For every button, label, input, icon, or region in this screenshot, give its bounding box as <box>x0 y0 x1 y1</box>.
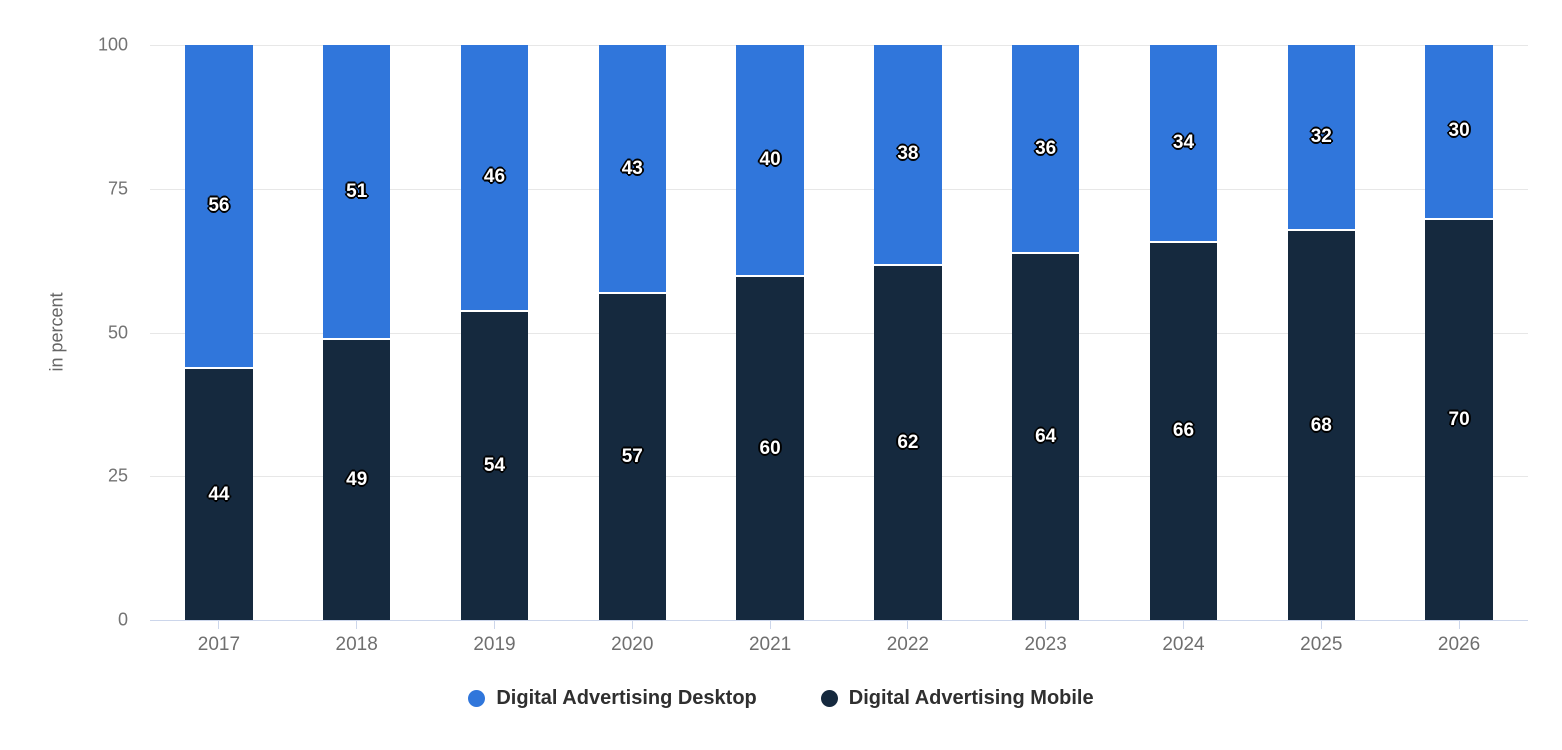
bar-column-2026: 30 70 <box>1390 45 1528 620</box>
data-label-digital-advertising-desktop-2020: 43 <box>621 157 643 179</box>
x-axis-tick-2020 <box>631 621 633 629</box>
data-label-digital-advertising-desktop-2025: 32 <box>1310 126 1332 147</box>
bar-segment-digital-advertising-mobile-2023[interactable]: 64 <box>1011 252 1080 620</box>
data-label-digital-advertising-desktop-2017: 56 <box>208 195 230 216</box>
x-axis-tick-2017 <box>218 621 220 629</box>
bar-segment-digital-advertising-desktop-2024[interactable]: 34 <box>1149 45 1218 241</box>
x-axis-label-2025[interactable]: 2025 <box>1300 634 1343 655</box>
bar-column-2018: 51 49 <box>288 45 426 620</box>
bar-segment-digital-advertising-desktop-2021[interactable]: 40 <box>736 45 804 275</box>
data-label-digital-advertising-desktop-2023: 36 <box>1035 137 1057 159</box>
bar-segment-digital-advertising-mobile-2025[interactable]: 68 <box>1287 229 1356 620</box>
data-label-digital-advertising-mobile-2020: 57 <box>621 446 643 468</box>
x-axis-label-2017[interactable]: 2017 <box>197 634 241 655</box>
x-axis-tick-2025 <box>1320 621 1322 629</box>
legend-label-digital-advertising-desktop: Digital Advertising Desktop <box>496 687 757 709</box>
y-axis-tick-label-50: 50 <box>107 322 128 342</box>
x-axis-label-2024[interactable]: 2024 <box>1162 634 1205 655</box>
legend-dot-digital-advertising-mobile-icon <box>820 690 838 707</box>
legend-item-digital-advertising-mobile[interactable]: Digital Advertising Mobile <box>820 687 1094 710</box>
x-axis-tick-2024 <box>1183 621 1184 629</box>
x-axis-tick-2019 <box>494 621 495 629</box>
bars-container: 56 44 51 49 46 54 43 57 40 60 38 62 36 64 34 66 32 68 30 70 <box>150 45 1528 620</box>
data-label-digital-advertising-desktop-2021: 40 <box>759 149 781 170</box>
bar-segment-digital-advertising-desktop-2026[interactable]: 30 <box>1425 45 1493 218</box>
x-axis-label-2026[interactable]: 2026 <box>1437 634 1481 655</box>
gridline-75 <box>150 188 1528 190</box>
y-axis-title: in percent <box>46 292 67 372</box>
bar-segment-digital-advertising-mobile-2020[interactable]: 57 <box>598 292 667 620</box>
x-axis-label-2018[interactable]: 2018 <box>335 634 378 655</box>
bar-column-2017: 56 44 <box>150 45 288 620</box>
bar-segment-digital-advertising-mobile-2018[interactable]: 49 <box>322 338 391 620</box>
y-axis-tick-label-75: 75 <box>107 178 128 199</box>
bar-segment-digital-advertising-desktop-2020[interactable]: 43 <box>598 45 667 293</box>
y-axis-tick-label-0: 0 <box>117 609 128 630</box>
bar-segment-digital-advertising-desktop-2022[interactable]: 38 <box>874 45 942 264</box>
bar-segment-digital-advertising-desktop-2018[interactable]: 51 <box>322 45 391 339</box>
data-label-digital-advertising-mobile-2018: 49 <box>346 469 368 491</box>
legend: Digital Advertising Desktop Digital Adver… <box>0 687 1562 710</box>
bar-segment-digital-advertising-desktop-2023[interactable]: 36 <box>1011 45 1080 252</box>
bar-column-2019: 46 54 <box>426 45 564 620</box>
y-axis-tick-label-100: 100 <box>97 34 128 55</box>
x-axis-tick-2026 <box>1458 621 1460 629</box>
gridline-25 <box>150 476 1528 478</box>
data-label-digital-advertising-desktop-2018: 51 <box>346 180 368 202</box>
bar-segment-digital-advertising-mobile-2019[interactable]: 54 <box>460 309 529 620</box>
bar-segment-digital-advertising-desktop-2019[interactable]: 46 <box>460 45 529 310</box>
bar-segment-digital-advertising-mobile-2021[interactable]: 60 <box>736 275 804 620</box>
legend-label-digital-advertising-mobile: Digital Advertising Mobile <box>848 687 1094 709</box>
x-axis-label-2021[interactable]: 2021 <box>748 634 792 655</box>
data-label-digital-advertising-mobile-2025: 68 <box>1310 414 1332 436</box>
x-axis-label-2023[interactable]: 2023 <box>1024 634 1067 655</box>
data-label-digital-advertising-desktop-2019: 46 <box>483 166 506 188</box>
x-axis-label-2019[interactable]: 2019 <box>473 634 516 655</box>
bar-column-2024: 34 66 <box>1115 45 1253 620</box>
x-axis-tick-2023 <box>1045 621 1047 629</box>
x-axis-tick-2018 <box>356 621 358 629</box>
bar-column-2020: 43 57 <box>563 45 701 620</box>
x-axis-labels: 2017 2018 2019 2020 2021 2022 2023 2024 2025 2026 <box>150 634 1528 656</box>
data-label-digital-advertising-desktop-2026: 30 <box>1448 120 1470 142</box>
bar-segment-digital-advertising-mobile-2022[interactable]: 62 <box>874 263 942 620</box>
bar-column-2021: 40 60 <box>701 45 839 620</box>
data-label-digital-advertising-mobile-2022: 62 <box>897 431 919 453</box>
data-label-digital-advertising-mobile-2026: 70 <box>1448 408 1470 430</box>
legend-dot-digital-advertising-desktop-icon <box>468 690 486 707</box>
gridline-100 <box>150 45 1528 46</box>
data-label-digital-advertising-mobile-2017: 44 <box>208 483 230 505</box>
data-label-digital-advertising-desktop-2022: 38 <box>897 143 919 165</box>
gridline-50 <box>150 332 1528 334</box>
bar-column-2025: 32 68 <box>1252 45 1390 620</box>
bar-segment-digital-advertising-desktop-2025[interactable]: 32 <box>1287 45 1356 229</box>
x-axis-label-2022[interactable]: 2022 <box>886 634 930 655</box>
data-label-digital-advertising-mobile-2019: 54 <box>483 454 506 476</box>
bar-column-2023: 36 64 <box>977 45 1115 620</box>
bar-segment-digital-advertising-desktop-2017[interactable]: 56 <box>185 45 253 367</box>
plot-area: 56 44 51 49 46 54 43 57 40 60 38 62 36 64 34 66 32 68 30 70… <box>98 35 1528 655</box>
x-axis-label-2020[interactable]: 2020 <box>611 634 654 655</box>
bar-segment-digital-advertising-mobile-2024[interactable]: 66 <box>1149 240 1218 620</box>
bar-segment-digital-advertising-mobile-2017[interactable]: 44 <box>185 367 253 620</box>
data-label-digital-advertising-mobile-2021: 60 <box>759 437 781 459</box>
x-axis-tick-2021 <box>769 621 771 629</box>
data-label-digital-advertising-mobile-2023: 64 <box>1035 426 1057 447</box>
x-axis-tick-2022 <box>907 621 909 629</box>
bar-segment-digital-advertising-mobile-2026[interactable]: 70 <box>1425 217 1493 620</box>
y-axis-tick-label-25: 25 <box>107 465 128 486</box>
data-label-digital-advertising-desktop-2024: 34 <box>1172 131 1195 153</box>
legend-item-digital-advertising-desktop[interactable]: Digital Advertising Desktop <box>468 687 757 710</box>
bar-column-2022: 38 62 <box>839 45 977 620</box>
data-label-digital-advertising-mobile-2024: 66 <box>1172 420 1195 442</box>
